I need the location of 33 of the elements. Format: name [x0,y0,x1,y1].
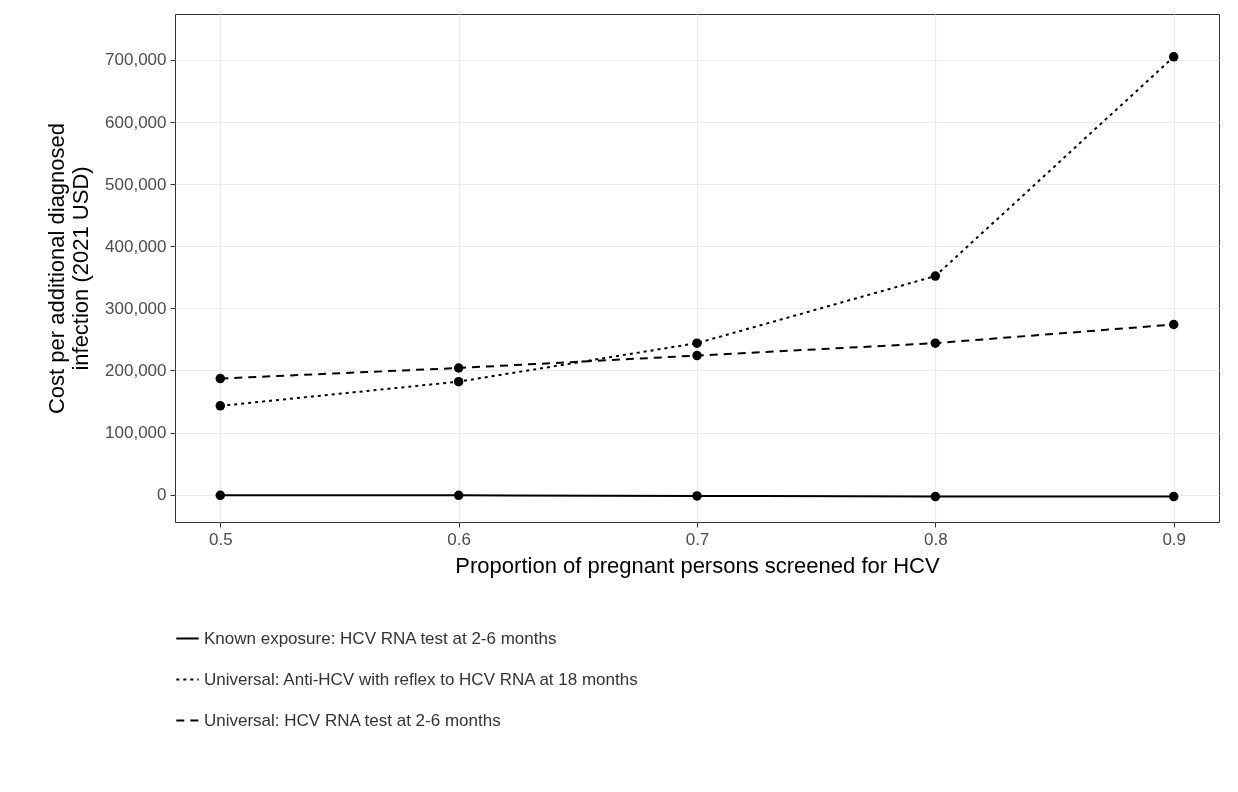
y-tick-label: 500,000 [105,174,167,194]
x-tick-label: 0.7 [685,529,710,549]
point [453,376,464,387]
point [930,338,941,348]
y-tick-label: 400,000 [105,236,167,256]
point [1168,52,1179,62]
y-tick-label: 700,000 [105,50,167,70]
point [215,490,226,501]
point [215,373,226,384]
y-tick-label: 600,000 [105,112,167,132]
point [692,350,702,361]
point [453,363,464,373]
x-tick-label: 0.6 [447,529,471,549]
point [1168,319,1179,330]
point [930,491,941,502]
point [453,490,464,501]
point [692,491,702,501]
y-tick-label: 0 [157,485,167,505]
y-axis-title: Cost per additional diagnosed infection (2021 USD) [44,122,94,415]
legend-label: Known exposure: HCV RNA test at 2-6 months [204,628,557,648]
legend-label: Universal: Anti-HCV with reflex to HCV RNA at 18 months [204,669,638,689]
y-tick-label: 300,000 [105,298,167,318]
point [1168,491,1179,502]
x-axis-title: Proportion of pregnant persons screened for HCV [455,552,940,578]
x-tick-label: 0.8 [924,529,948,549]
y-tick-label: 200,000 [105,360,167,380]
x-tick-label: 0.5 [208,529,233,549]
point [215,401,226,411]
point [930,271,941,281]
legend-label: Universal: HCV RNA test at 2-6 months [204,710,501,730]
y-tick-label: 100,000 [105,423,167,443]
x-tick-label: 0.9 [1162,529,1187,549]
point [692,338,702,348]
